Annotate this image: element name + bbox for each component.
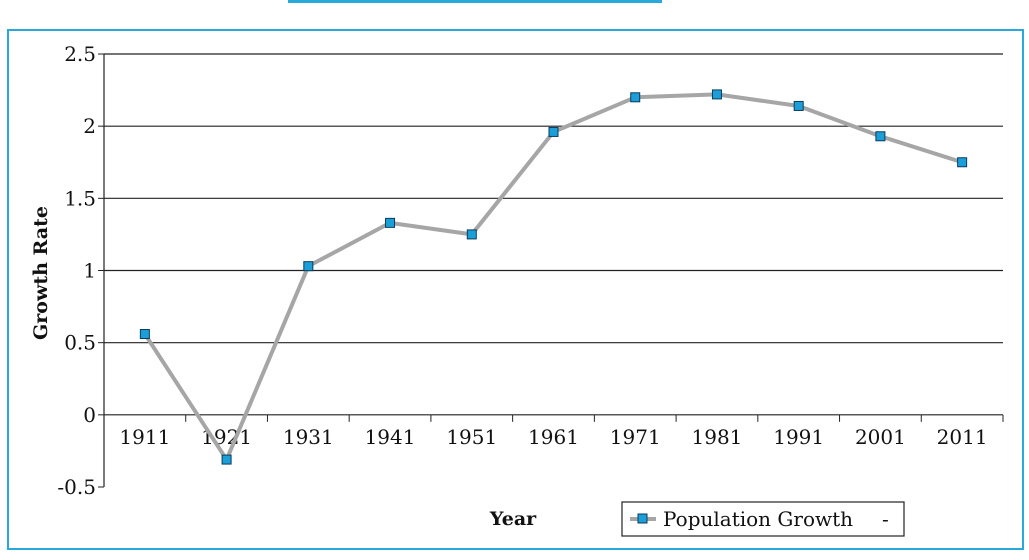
y-tick-label: 0 (83, 403, 96, 427)
data-point (385, 217, 396, 228)
x-tick-label: 1971 (610, 425, 661, 449)
y-tick-label: 0.5 (64, 331, 96, 355)
x-axis-title: Year (489, 508, 537, 530)
x-tick-label: 2011 (937, 425, 988, 449)
x-tick-label: 1921 (201, 425, 252, 449)
top-accent-bar (288, 0, 662, 3)
data-point (875, 131, 886, 142)
data-point (139, 329, 150, 340)
data-point (548, 126, 559, 137)
x-tick-label: 1931 (283, 425, 334, 449)
legend-label: Population Growth (663, 507, 853, 531)
chart-frame (7, 29, 1024, 550)
x-tick-label: 1941 (365, 425, 416, 449)
data-point (221, 454, 232, 465)
y-tick-labels: -0.5 0 0.5 1 1.5 2 2.5 (57, 42, 96, 499)
legend-marker-icon (637, 513, 648, 524)
x-tick-label: 1951 (446, 425, 497, 449)
x-tick-label: 1961 (528, 425, 579, 449)
series-line (143, 92, 963, 462)
x-tick-label: 1991 (773, 425, 824, 449)
data-point (957, 157, 968, 168)
data-point (630, 92, 641, 103)
x-tick-label: 1911 (119, 425, 170, 449)
x-tick-label: 1981 (692, 425, 743, 449)
data-point (466, 229, 477, 240)
y-axis-title: Growth Rate (30, 206, 52, 340)
y-tick-label: 2 (83, 114, 96, 138)
x-tick-label: 2001 (855, 425, 906, 449)
data-point (711, 89, 722, 100)
y-tick-label: -0.5 (57, 475, 96, 499)
legend-box (621, 501, 905, 537)
x-tick-labels: 1911 1921 1931 1941 1951 1961 1971 1981 1991 2001… (119, 425, 987, 449)
legend-suffix: - (882, 507, 889, 531)
series-population-growth (139, 89, 968, 465)
y-tick-label: 1.5 (64, 186, 96, 210)
y-tick-label: 2.5 (64, 42, 96, 66)
legend: Population Growth - (621, 501, 905, 537)
data-point (303, 261, 314, 272)
gridlines (104, 53, 1003, 344)
y-tick-label: 1 (83, 259, 96, 283)
data-point (793, 100, 804, 111)
axes (98, 53, 1004, 488)
